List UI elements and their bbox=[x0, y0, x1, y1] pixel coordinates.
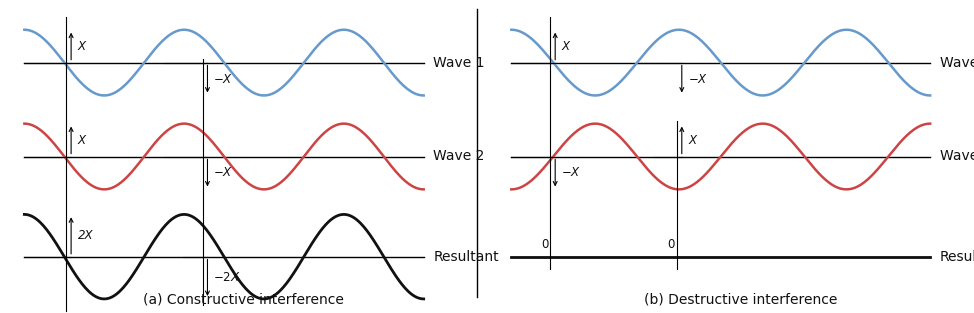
Text: 0: 0 bbox=[667, 238, 675, 251]
Text: $-X$: $-X$ bbox=[561, 167, 581, 179]
Text: X: X bbox=[78, 40, 86, 53]
Text: 0: 0 bbox=[541, 238, 548, 251]
Text: $-X$: $-X$ bbox=[213, 167, 234, 179]
Text: (a) Constructive interference: (a) Constructive interference bbox=[143, 293, 344, 307]
Text: $-2X$: $-2X$ bbox=[213, 271, 241, 284]
Text: X: X bbox=[689, 134, 696, 146]
Text: Wave 1: Wave 1 bbox=[940, 56, 974, 69]
Text: Wave 1: Wave 1 bbox=[433, 56, 485, 69]
Text: $-X$: $-X$ bbox=[213, 73, 234, 85]
Text: X: X bbox=[78, 134, 86, 146]
Text: Wave 2: Wave 2 bbox=[940, 150, 974, 163]
Text: Resultant: Resultant bbox=[940, 250, 974, 264]
Text: $-X$: $-X$ bbox=[688, 73, 708, 85]
Text: X: X bbox=[562, 40, 570, 53]
Text: Resultant: Resultant bbox=[433, 250, 499, 264]
Text: (b) Destructive interference: (b) Destructive interference bbox=[644, 293, 837, 307]
Text: Wave 2: Wave 2 bbox=[433, 150, 485, 163]
Text: 2X: 2X bbox=[78, 229, 94, 242]
